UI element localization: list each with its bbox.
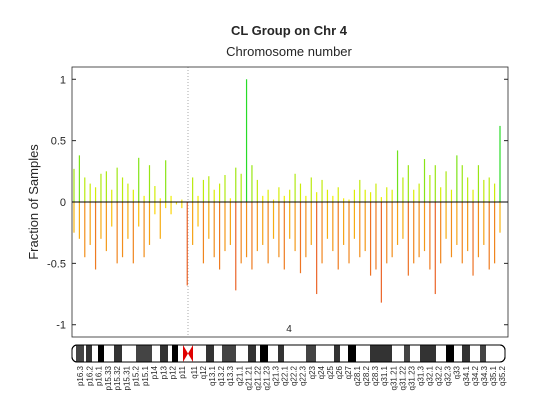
- centromere: [183, 345, 193, 362]
- band-label: p15.31: [122, 365, 131, 390]
- band-label: p16.3: [76, 365, 85, 386]
- ideogram-band: [114, 345, 122, 362]
- band-label: q31.3: [416, 365, 425, 386]
- band-label: p15.32: [113, 365, 122, 390]
- ideogram-band: [222, 345, 236, 362]
- chart-title: CL Group on Chr 4: [231, 23, 348, 38]
- ideogram-band: [462, 345, 470, 362]
- band-label: p15.2: [132, 365, 141, 386]
- y-tick-label: 0.5: [51, 136, 66, 148]
- ideogram-band: [160, 345, 168, 362]
- band-label: q34.2: [471, 365, 480, 386]
- y-tick-label: -0.5: [47, 258, 66, 270]
- band-label: q34.3: [480, 365, 489, 386]
- band-label: q32.1: [426, 365, 435, 386]
- band-label: q11: [190, 365, 199, 378]
- ideogram-band: [404, 345, 410, 362]
- band-label: q24: [317, 365, 326, 379]
- band-label: q33: [453, 365, 462, 379]
- ideogram-band: [348, 345, 356, 362]
- band-label: p13: [159, 365, 168, 379]
- band-label: q21.1: [235, 365, 244, 386]
- band-label: q28.3: [371, 365, 380, 386]
- ideogram-band: [446, 345, 454, 362]
- band-label: q31.1: [380, 365, 389, 386]
- ideogram-band: [172, 345, 178, 362]
- band-label: q25: [326, 365, 335, 379]
- band-label: p15.1: [141, 365, 150, 386]
- band-label: q22.3: [299, 365, 308, 386]
- ideogram-band: [420, 345, 436, 362]
- band-label: q13.2: [217, 365, 226, 386]
- band-label: q13.1: [208, 365, 217, 386]
- band-label: p12: [169, 365, 178, 379]
- ideogram-outline: [71, 344, 506, 363]
- y-axis-label: Fraction of Samples: [26, 144, 41, 260]
- band-label: q32.2: [435, 365, 444, 386]
- ideogram-band: [480, 345, 486, 362]
- band-label: q32.3: [444, 365, 453, 386]
- ideogram-band: [76, 345, 84, 362]
- band-label: q31.21: [389, 365, 398, 390]
- ideogram-band: [306, 345, 316, 362]
- ideogram-band: [248, 345, 256, 362]
- ideogram-band: [86, 345, 92, 362]
- x-axis-label: Chromosome number: [226, 44, 352, 59]
- band-label: q35.1: [489, 365, 498, 386]
- band-label: p15.33: [104, 365, 113, 390]
- y-tick-label: 1: [60, 74, 66, 86]
- ideogram-band: [278, 345, 284, 362]
- ideogram: [71, 344, 506, 363]
- band-label: q28.1: [353, 365, 362, 386]
- ideogram-band: [260, 345, 268, 362]
- band-label: p11: [178, 365, 187, 378]
- band-label: p14: [150, 365, 159, 379]
- chromosome-label: 4: [286, 324, 292, 335]
- band-label: q22.2: [290, 365, 299, 386]
- band-label: q26: [335, 365, 344, 379]
- ideogram-band: [334, 345, 340, 362]
- ideogram-band: [98, 345, 104, 362]
- ideogram-band: [136, 345, 152, 362]
- band-label: q27: [344, 365, 353, 379]
- band-label: q21.21: [244, 365, 253, 390]
- band-label: q13.3: [226, 365, 235, 386]
- band-label: p16.1: [95, 365, 104, 386]
- y-tick-label: 0: [60, 197, 66, 209]
- band-label: q23: [308, 365, 317, 379]
- band-label: q31.22: [398, 365, 407, 390]
- band-label: q21.3: [272, 365, 281, 386]
- band-label: q21.23: [262, 365, 271, 390]
- band-label: q31.23: [407, 365, 416, 390]
- ideogram-band: [370, 345, 392, 362]
- band-label: q28.2: [362, 365, 371, 386]
- ideogram-band: [206, 345, 214, 362]
- band-label: p16.2: [85, 365, 94, 386]
- y-tick-label: -1: [56, 320, 66, 332]
- band-label: q21.22: [253, 365, 262, 390]
- band-label: q35.2: [498, 365, 507, 386]
- band-label: q22.1: [281, 365, 290, 386]
- band-label: q34.1: [462, 365, 471, 386]
- band-label: q12: [199, 365, 208, 379]
